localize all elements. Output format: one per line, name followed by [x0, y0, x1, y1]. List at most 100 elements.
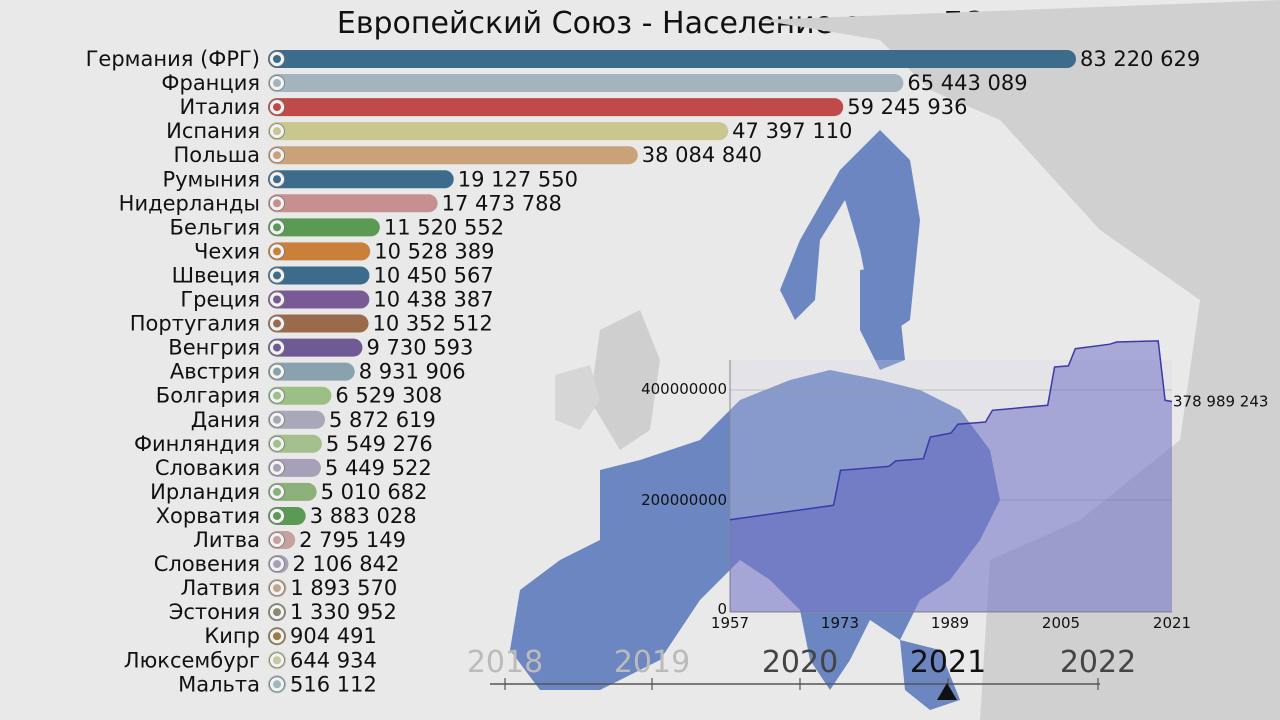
coat-of-arms-emblem	[273, 175, 281, 184]
bar-row: Бельгия 11 520 552	[170, 215, 505, 239]
coat-of-arms-emblem	[273, 511, 281, 520]
bar-row: Болгария 6 529 308	[156, 384, 442, 408]
coat-of-arms-emblem	[273, 391, 281, 400]
bar-category-label: Польша	[173, 143, 260, 167]
coat-of-arms-emblem	[273, 151, 281, 160]
inset-x-tick-2005: 2005	[1042, 614, 1080, 632]
bar	[268, 122, 729, 141]
bar-row: Португалия 10 352 512	[130, 312, 493, 336]
inset-plot-area	[730, 360, 1172, 612]
inset-last-value-label: 378 989 243	[1173, 393, 1268, 411]
bar-row: Литва 2 795 149	[193, 528, 406, 552]
bar-value-label: 644 934	[290, 648, 377, 672]
bar-chart: Германия (ФРГ) 83 220 629 Франция 65 443 08…	[86, 47, 1201, 696]
year-timeline[interactable]: 2018 2019 2020 2021 2022	[467, 645, 1136, 700]
bar-row: Нидерланды 17 473 788	[119, 191, 562, 215]
coat-of-arms-emblem	[273, 439, 281, 448]
bar-row: Греция 10 438 387	[180, 288, 493, 312]
bar	[268, 290, 370, 309]
bar	[268, 50, 1076, 68]
bar-category-label: Болгария	[156, 384, 260, 408]
bar-category-label: Словения	[154, 552, 260, 576]
bar-row: Мальта 516 112	[178, 672, 377, 696]
bar-row: Франция 65 443 089	[161, 71, 1027, 95]
bar-category-label: Бельгия	[170, 215, 260, 239]
bar-value-label: 6 529 308	[335, 384, 442, 408]
bar-value-label: 10 352 512	[373, 312, 493, 336]
coat-of-arms-emblem	[273, 584, 281, 593]
bar-value-label: 5 010 682	[321, 480, 428, 504]
inset-line-series	[729, 340, 1173, 521]
timeline-year-2020[interactable]: 2020	[762, 645, 838, 680]
bar	[268, 242, 371, 261]
inset-x-tick-2021: 2021	[1153, 614, 1191, 632]
bar-category-label: Италия	[179, 95, 260, 119]
inset-y-tick-400m: 400000000	[641, 380, 727, 398]
bar-value-label: 17 473 788	[442, 191, 562, 215]
bar-category-label: Литва	[193, 528, 260, 552]
bar-value-label: 59 245 936	[847, 95, 967, 119]
bar	[268, 338, 363, 357]
bar-value-label: 10 450 567	[373, 263, 493, 287]
bar	[268, 386, 332, 405]
coat-of-arms-emblem	[273, 55, 281, 63]
coat-of-arms-emblem	[273, 295, 281, 304]
bar-row: Испания 47 397 110	[166, 119, 852, 143]
coat-of-arms-emblem	[273, 271, 281, 280]
timeline-year-2019[interactable]: 2019	[614, 645, 690, 680]
bar-value-label: 2 795 149	[299, 528, 406, 552]
coat-of-arms-emblem	[273, 223, 281, 232]
bar-row: Латвия 1 893 570	[180, 576, 397, 600]
bar-category-label: Дания	[191, 408, 260, 432]
coat-of-arms-emblem	[273, 463, 281, 472]
bar	[268, 146, 638, 165]
bar	[268, 314, 369, 333]
bar-row: Венгрия 9 730 593	[168, 336, 473, 360]
bar-value-label: 65 443 089	[907, 71, 1027, 95]
bar-row: Хорватия 3 883 028	[156, 504, 417, 528]
bar	[268, 266, 370, 285]
bar-value-label: 47 397 110	[732, 119, 852, 143]
bar-row: Германия (ФРГ) 83 220 629	[86, 47, 1201, 71]
coat-of-arms-emblem	[273, 608, 281, 617]
coat-of-arms-emblem	[273, 560, 281, 569]
coat-of-arms-emblem	[273, 415, 281, 424]
inset-y-tick-200m: 200000000	[641, 491, 727, 509]
inset-area-series	[730, 340, 1172, 612]
bar-row: Люксембург 644 934	[124, 648, 377, 672]
timeline-marker-icon[interactable]	[937, 683, 957, 700]
bar	[268, 74, 904, 93]
bar-category-label: Словакия	[155, 456, 260, 480]
bar-category-label: Кипр	[204, 624, 260, 648]
bar-value-label: 5 549 276	[326, 432, 433, 456]
timeline-year-2022[interactable]: 2022	[1060, 645, 1136, 680]
coat-of-arms-emblem	[273, 367, 281, 376]
coat-of-arms-emblem	[273, 127, 281, 136]
bar-value-label: 1 893 570	[290, 576, 397, 600]
bar	[268, 170, 454, 189]
timeline-year-2021[interactable]: 2021	[910, 645, 986, 680]
bar-row: Швеция 10 450 567	[172, 263, 494, 287]
bar-category-label: Финляндия	[134, 432, 260, 456]
bar-row: Чехия 10 528 389	[194, 239, 495, 263]
coat-of-arms-emblem	[273, 680, 281, 689]
coat-of-arms-emblem	[273, 487, 281, 496]
bar	[268, 218, 380, 237]
bar-row: Эстония 1 330 952	[169, 600, 397, 624]
bar-value-label: 11 520 552	[384, 215, 504, 239]
bar-value-label: 3 883 028	[310, 504, 417, 528]
bar-category-label: Чехия	[194, 239, 260, 263]
bar-value-label: 10 528 389	[374, 239, 494, 263]
bar-category-label: Нидерланды	[119, 191, 260, 215]
bar-row: Австрия 8 931 906	[170, 360, 466, 384]
inset-x-tick-1989: 1989	[931, 614, 969, 632]
europe-map	[510, 0, 1280, 720]
bar-category-label: Португалия	[130, 312, 260, 336]
timeline-year-2018[interactable]: 2018	[467, 645, 543, 680]
bar-value-label: 904 491	[290, 624, 377, 648]
bar-value-label: 9 730 593	[366, 336, 473, 360]
population-area-chart: 400000000 200000000 0 1957 1973 1989 200…	[641, 340, 1268, 632]
bar-row: Дания 5 872 619	[191, 408, 436, 432]
bar-value-label: 5 872 619	[329, 408, 436, 432]
